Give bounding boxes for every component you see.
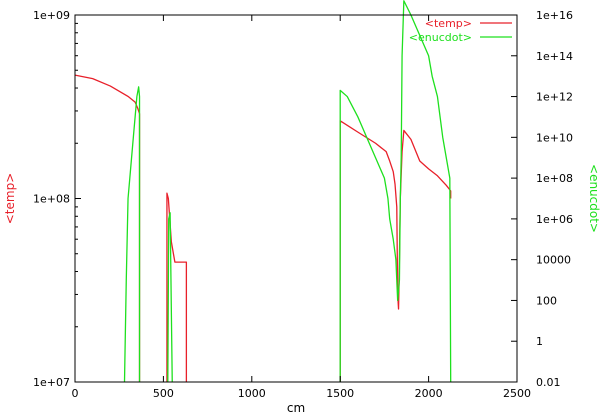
y-right-tick-label: 1 (536, 335, 543, 348)
y-right-tick-label: 1e+10 (536, 131, 573, 144)
y-right-tick-label: 1e+08 (536, 172, 573, 185)
y-right-tick-label: 100 (536, 294, 557, 307)
series-line-enucdot (339, 0, 452, 383)
y-left-tick-label: 1e+07 (33, 376, 70, 389)
legend: <temp> <enucdot> (409, 17, 512, 44)
x-tick-label: 2500 (503, 387, 531, 400)
series-line-enucdot (123, 86, 141, 383)
legend-label-enucdot: <enucdot> (409, 31, 472, 44)
x-tick-label: 1000 (238, 387, 266, 400)
x-tick-label: 500 (153, 387, 174, 400)
y-left-axis-label: <temp> (3, 173, 17, 225)
legend-label-temp: <temp> (425, 17, 472, 30)
x-tick-label: 0 (72, 387, 79, 400)
y-right-axis-label: <enucdot> (587, 164, 600, 233)
ticks-layer: 0 500 1000 1500 2000 2500 1e+07 1e+08 1e+09 0.01 1… (33, 9, 573, 400)
y-right-tick-label: 1e+12 (536, 91, 573, 104)
x-tick-label: 2000 (415, 387, 443, 400)
series-layer (74, 0, 452, 383)
y-left-tick-label: 1e+09 (33, 9, 70, 22)
y-right-tick-label: 0.01 (536, 376, 561, 389)
y-right-tick-label: 10000 (536, 254, 571, 267)
y-right-tick-label: 1e+14 (536, 50, 573, 63)
series-line-enucdot (167, 212, 173, 383)
y-right-tick-label: 1e+06 (536, 213, 573, 226)
x-axis-label: cm (287, 401, 305, 415)
y-left-tick-label: 1e+08 (33, 193, 70, 206)
series-line-temp (339, 120, 452, 382)
y-right-tick-label: 1e+16 (536, 9, 573, 22)
x-tick-label: 1500 (326, 387, 354, 400)
labels-layer: cm <temp> <enucdot> (3, 164, 600, 415)
